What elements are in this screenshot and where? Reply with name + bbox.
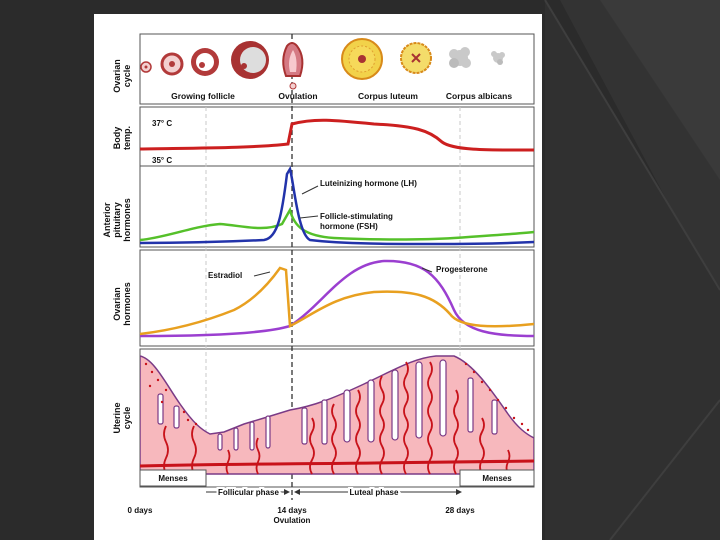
label-growing-follicle: Growing follicle bbox=[171, 91, 235, 101]
svg-text:cycle: cycle bbox=[122, 407, 132, 430]
svg-text:Follicular phase: Follicular phase bbox=[218, 488, 279, 497]
label-corpus-luteum: Corpus luteum bbox=[358, 91, 418, 101]
svg-text:Menses: Menses bbox=[158, 474, 188, 483]
corpus-luteum-icon bbox=[341, 38, 383, 80]
ovarian-stage-labels: Growing follicle Ovulation Corpus luteum… bbox=[171, 91, 512, 101]
svg-text:Uterine: Uterine bbox=[112, 402, 122, 433]
menses-right-box: Menses bbox=[459, 469, 535, 487]
follicular-phase-arrow: Follicular phase bbox=[206, 486, 290, 499]
estradiol-curve bbox=[139, 266, 535, 336]
row-label-anterior-pituitary: Anterior pituitary hormones bbox=[102, 198, 132, 242]
svg-text:Ovarian: Ovarian bbox=[112, 287, 122, 321]
day28-label: 28 days bbox=[445, 506, 475, 515]
day0-label: 0 days bbox=[128, 506, 153, 515]
svg-text:Luteal phase: Luteal phase bbox=[350, 488, 399, 497]
svg-text:pituitary: pituitary bbox=[112, 202, 122, 238]
follicle-primary-icon bbox=[140, 61, 152, 73]
corpus-luteum-late-icon bbox=[400, 42, 432, 74]
lh-label: Luteinizing hormone (LH) bbox=[320, 179, 417, 188]
menses-left-box: Menses bbox=[139, 469, 207, 487]
svg-text:Body: Body bbox=[112, 127, 122, 150]
svg-text:Ovarian: Ovarian bbox=[112, 59, 122, 93]
label-corpus-albicans: Corpus albicans bbox=[446, 91, 512, 101]
label-ovulation-stage: Ovulation bbox=[278, 91, 317, 101]
endometrium-illustration bbox=[140, 355, 534, 475]
panel-frames bbox=[139, 33, 535, 488]
follicle-tertiary-icon bbox=[191, 48, 219, 76]
temp-low-label: 35° C bbox=[152, 156, 172, 165]
svg-text:cycle: cycle bbox=[122, 65, 132, 88]
svg-text:hormones: hormones bbox=[122, 282, 132, 326]
svg-text:Menses: Menses bbox=[482, 474, 512, 483]
ovulation-follicle-icon bbox=[282, 42, 304, 90]
row-label-uterine-cycle: Uterine cycle bbox=[112, 402, 132, 433]
svg-text:temp.: temp. bbox=[122, 126, 132, 150]
follicle-mature-icon bbox=[231, 41, 269, 79]
corpus-albicans-icon bbox=[449, 47, 471, 68]
luteal-phase-arrow: Luteal phase bbox=[294, 486, 462, 499]
ovulation-timeline-label: Ovulation bbox=[274, 516, 311, 525]
temp-high-label: 37° C bbox=[152, 119, 172, 128]
progesterone-label: Progesterone bbox=[436, 265, 488, 274]
row-label-ovarian-cycle: Ovarian cycle bbox=[112, 59, 132, 93]
estradiol-leader bbox=[253, 271, 271, 277]
row-label-ovarian-hormones: Ovarian hormones bbox=[112, 282, 132, 326]
ovarian-follicles bbox=[140, 38, 505, 90]
svg-text:Anterior: Anterior bbox=[102, 202, 112, 238]
fsh-label-line1: Follicle-stimulating bbox=[320, 212, 393, 221]
svg-text:hormones: hormones bbox=[122, 198, 132, 242]
estradiol-label: Estradiol bbox=[208, 271, 242, 280]
corpus-albicans-small-icon bbox=[491, 51, 505, 65]
lh-curve bbox=[139, 165, 535, 246]
fsh-leader bbox=[299, 215, 319, 219]
body-temperature-curve bbox=[139, 118, 535, 152]
day14-label: 14 days bbox=[277, 506, 307, 515]
menstrual-cycle-figure: Ovarian cycle Body temp. Anterior pituit… bbox=[94, 14, 542, 540]
fsh-label-line2: hormone (FSH) bbox=[320, 222, 378, 231]
row-label-body-temp: Body temp. bbox=[112, 126, 132, 150]
lh-leader bbox=[301, 185, 319, 195]
progesterone-leader bbox=[421, 267, 433, 273]
follicle-secondary-icon bbox=[160, 52, 184, 76]
